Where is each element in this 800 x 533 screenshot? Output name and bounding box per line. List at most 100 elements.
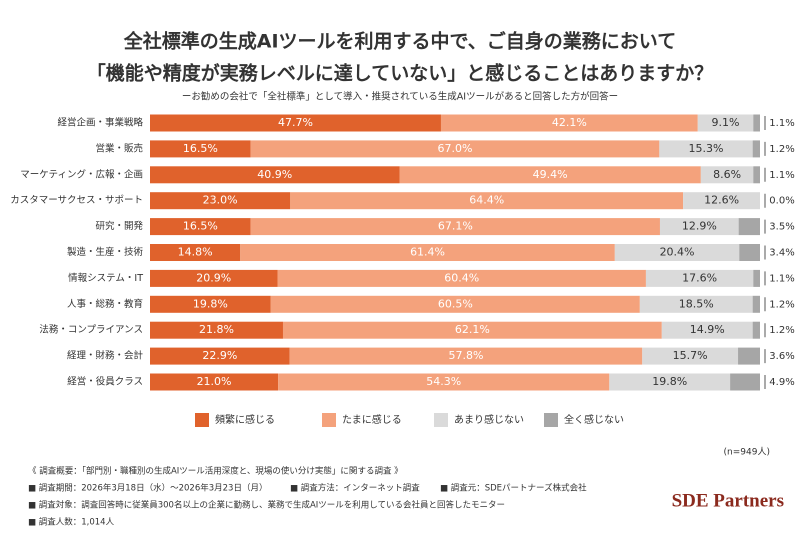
value-label: 21.8% <box>199 323 234 336</box>
value-label: 3.6% <box>769 351 794 362</box>
bar-segment <box>290 192 684 210</box>
category-label: 経理・財務・会計 <box>67 350 144 362</box>
chart-title: 全社標準の生成AIツールを利用する中で、ご自身の業務において <box>123 30 676 53</box>
value-label: 15.7% <box>673 349 708 362</box>
value-label: 42.1% <box>552 116 587 129</box>
bar-segment <box>738 347 760 365</box>
value-label: 1.1% <box>769 273 794 284</box>
footnote: ■ 調査方法：インターネット調査 <box>290 483 420 494</box>
legend-label: 全く感じない <box>564 413 624 426</box>
value-label: 57.8% <box>449 349 484 362</box>
footnote: ■ 調査元：SDEパートナーズ株式会社 <box>440 483 587 494</box>
value-label: 1.2% <box>769 325 794 336</box>
footnote: ■ 調査対象：調査回答時に従業員300名以上の企業に勤務し、業務で生成AIツール… <box>28 500 505 511</box>
bar-segment <box>150 244 241 261</box>
bar-segment <box>282 321 662 339</box>
value-label: 54.3% <box>426 375 461 388</box>
footnote: 《 調査概要：「部門別・職種別の生成AIツール活用深度と、現場の使い分け実態」に… <box>28 466 403 477</box>
value-label: 16.5% <box>183 142 218 155</box>
value-label: 62.1% <box>455 323 490 336</box>
value-label: 1.1% <box>769 170 794 181</box>
value-label: 9.1% <box>712 116 740 129</box>
value-label: 17.6% <box>682 271 717 284</box>
footnote: ■ 調査期間：2026年3月18日（水）〜2026年3月23日（月） <box>28 483 267 494</box>
legend-label: 頻繁に感じる <box>215 413 275 426</box>
value-label: 3.4% <box>769 248 794 259</box>
bar-segment <box>150 218 251 236</box>
bar-segment <box>659 218 739 236</box>
bar-segment <box>752 321 760 339</box>
bar-segment <box>250 140 660 158</box>
legend-label: たまに感じる <box>342 413 402 426</box>
sample-note: (n=949人) <box>724 447 770 458</box>
value-label: 64.4% <box>469 194 504 207</box>
bar-segment <box>150 166 400 184</box>
bar-segment <box>150 295 271 313</box>
value-label: 1.2% <box>769 299 794 310</box>
chart-subtitle: ーお勧めの会社で「全社標準」として導入・推奨されている生成AIツールがあると回答… <box>182 91 618 103</box>
legend-swatch <box>322 413 336 427</box>
value-label: 23.0% <box>203 194 238 207</box>
value-label: 12.9% <box>682 220 717 233</box>
value-label: 12.6% <box>704 194 739 207</box>
value-label: 3.5% <box>769 222 794 233</box>
value-label: 21.0% <box>197 375 232 388</box>
value-label: 49.4% <box>533 168 568 181</box>
value-label: 67.1% <box>438 220 473 233</box>
category-label: 経営企画・事業戦略 <box>57 117 143 129</box>
bar-segment <box>150 269 278 287</box>
bar-segment <box>753 114 760 132</box>
value-label: 1.1% <box>769 118 794 129</box>
category-label: 情報システム・IT <box>68 272 143 284</box>
value-label: 20.4% <box>660 246 695 259</box>
bar-segment <box>289 347 643 365</box>
legend-label: あまり感じない <box>454 413 524 426</box>
bar-segment <box>250 218 660 236</box>
footnote: ■ 調査人数：1,014人 <box>28 517 115 528</box>
bar-segment <box>150 140 251 158</box>
logo: SDE Partners <box>672 490 784 511</box>
bar-segment <box>150 373 279 391</box>
bar-segment <box>739 244 760 261</box>
bar-segment <box>277 269 646 287</box>
chart-title: 「機能や精度が実務レベルに達していない」と感じることはありますか？ <box>87 62 713 85</box>
bar-segment <box>399 166 701 184</box>
value-label: 19.8% <box>193 297 228 310</box>
bar-segment <box>730 373 760 391</box>
bar-segment <box>697 114 754 132</box>
bar-segment <box>150 321 283 339</box>
legend-swatch <box>544 413 558 427</box>
bar-segment <box>609 373 731 391</box>
bar-segment <box>639 295 753 313</box>
category-label: 研究・開発 <box>95 220 143 232</box>
value-label: 20.9% <box>196 271 231 284</box>
value-label: 67.0% <box>438 142 473 155</box>
value-label: 0.0% <box>769 196 794 207</box>
value-label: 4.9% <box>769 377 794 388</box>
bar-segment <box>642 347 739 365</box>
category-label: 経営・役員クラス <box>67 376 143 388</box>
bar-segment <box>150 114 441 132</box>
legend-swatch <box>195 413 209 427</box>
category-label: カスタマーサクセス・サポート <box>10 195 143 206</box>
value-label: 61.4% <box>410 246 445 259</box>
bar-segment <box>150 192 291 210</box>
bar-segment <box>614 244 740 261</box>
value-label: 8.6% <box>713 168 741 181</box>
value-label: 60.4% <box>444 271 479 284</box>
value-label: 14.9% <box>690 323 725 336</box>
value-label: 14.8% <box>178 246 213 259</box>
category-label: 製造・生産・技術 <box>67 246 144 258</box>
bar-segment <box>150 347 290 365</box>
bar-segment <box>659 140 753 158</box>
value-label: 19.8% <box>652 375 687 388</box>
bar-segment <box>752 140 760 158</box>
bar-segment <box>700 166 754 184</box>
category-label: 営業・販売 <box>95 142 143 154</box>
bar-segment <box>278 373 610 391</box>
value-label: 47.7% <box>278 116 313 129</box>
legend-swatch <box>434 413 448 427</box>
bar-segment <box>645 269 754 287</box>
value-label: 40.9% <box>257 168 292 181</box>
